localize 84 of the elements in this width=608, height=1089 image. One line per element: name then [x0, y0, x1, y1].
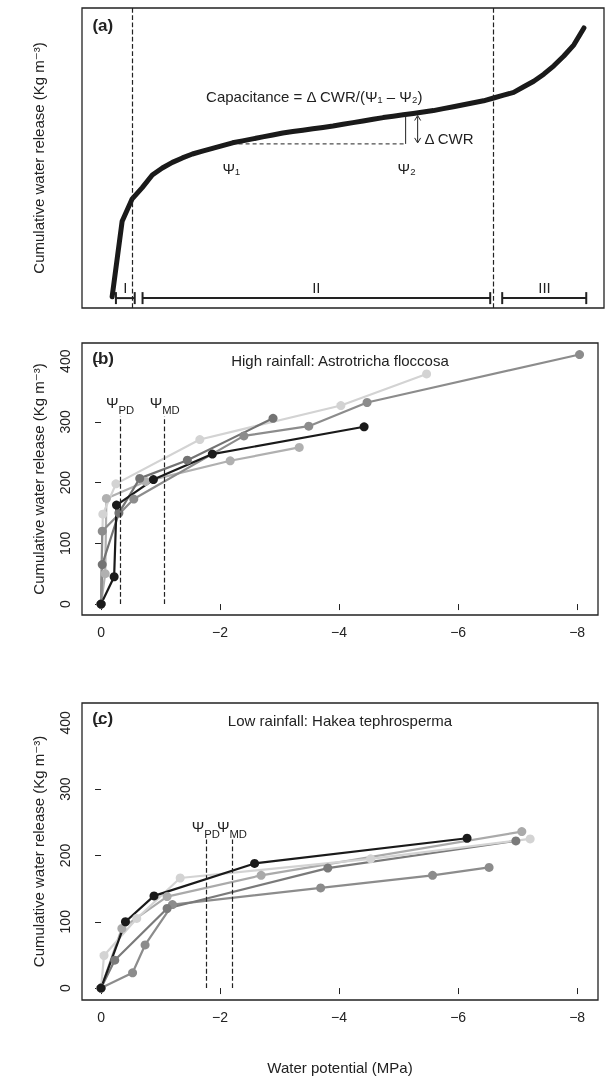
x-axis-title: Water potential (MPa): [267, 1058, 413, 1076]
x-tick-label: 0: [97, 624, 106, 640]
point: [517, 827, 527, 837]
point: [182, 455, 192, 465]
point: [484, 862, 494, 872]
point: [362, 398, 372, 407]
point: [97, 526, 107, 536]
point: [316, 883, 326, 893]
point: [294, 442, 304, 452]
ref-line-label: Ψ$_{MD}$: [149, 394, 180, 417]
point: [268, 413, 278, 423]
y-tick-label: 0: [57, 599, 73, 608]
y-tick-label: 400: [57, 711, 73, 735]
y-tick-label: 0: [57, 983, 73, 992]
x-tick-label: −2: [212, 1009, 229, 1025]
point: [359, 422, 369, 432]
point: [120, 917, 130, 927]
y-tick-label: 100: [57, 909, 73, 934]
x-tick-label: −8: [569, 624, 586, 640]
annotation: Δ CWR: [424, 130, 474, 147]
y-axis-title: Cumulative water release (Kg m⁻³): [29, 42, 47, 274]
point: [175, 873, 185, 883]
ref-line-label: Ψ$_{PD}$: [106, 394, 135, 417]
x-tick-label: −4: [331, 624, 348, 640]
point: [140, 940, 150, 950]
point: [111, 479, 121, 489]
annotation: (a): [92, 16, 114, 35]
point: [323, 863, 333, 873]
point: [117, 923, 127, 933]
point: [422, 369, 432, 379]
x-tick-label: −6: [450, 1009, 467, 1025]
annotation: Ψ₁: [222, 160, 241, 177]
point: [304, 421, 314, 431]
point: [162, 904, 172, 914]
point: [575, 350, 585, 360]
x-tick-label: −4: [331, 1009, 348, 1025]
point: [525, 834, 535, 844]
x-tick-label: −8: [569, 1009, 586, 1025]
point: [109, 572, 119, 582]
point: [99, 951, 109, 961]
point: [129, 494, 139, 504]
annotation: III: [538, 278, 551, 296]
point: [148, 475, 158, 485]
point: [207, 449, 217, 459]
y-axis-title: Cumulative water release (Kg m⁻³): [29, 735, 47, 968]
annotation: II: [312, 278, 321, 296]
point: [149, 891, 159, 901]
point: [336, 401, 346, 411]
point: [239, 431, 249, 441]
x-tick-label: −2: [212, 624, 229, 640]
point: [250, 858, 260, 868]
point: [256, 870, 266, 880]
point: [101, 493, 111, 503]
point: [225, 456, 235, 466]
y-tick-label: 200: [57, 470, 73, 495]
point: [511, 836, 521, 846]
point: [366, 854, 376, 864]
point: [112, 500, 122, 510]
y-tick-label: 300: [57, 777, 73, 801]
point: [100, 569, 110, 579]
point: [135, 473, 145, 483]
annotation: (c): [92, 709, 114, 729]
y-tick-label: 200: [57, 843, 73, 868]
point: [162, 892, 172, 902]
annotation: Capacitance = Δ CWR/(Ψ₁ – Ψ₂): [206, 88, 423, 105]
point: [462, 833, 472, 843]
text: Low rainfall: Hakea tephrosperma: [227, 712, 453, 729]
point: [128, 968, 138, 978]
y-tick-label: 100: [57, 531, 73, 556]
point: [98, 509, 108, 519]
point: [195, 435, 205, 445]
y-tick-label: 400: [57, 349, 73, 373]
annotation: I: [123, 278, 128, 296]
point: [428, 870, 438, 880]
point: [97, 560, 107, 570]
point: [110, 955, 120, 965]
point: [132, 913, 142, 923]
annotation: Ψ₂: [397, 160, 417, 177]
annotation: (b): [92, 348, 115, 368]
x-tick-label: 0: [97, 1009, 106, 1025]
text: High rainfall: Astrotricha floccosa: [231, 352, 450, 369]
y-tick-label: 300: [57, 410, 73, 434]
y-axis-title: Cumulative water release (Kg m⁻³): [29, 363, 47, 595]
x-tick-label: −6: [450, 624, 467, 640]
